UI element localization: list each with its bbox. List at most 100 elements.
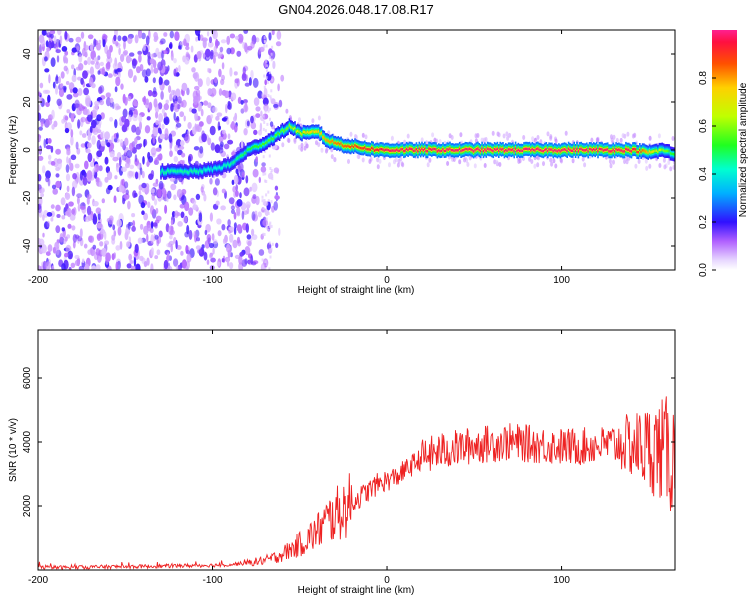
ridge-cell xyxy=(618,148,620,151)
noise-speck xyxy=(178,145,185,150)
noise-speck xyxy=(136,66,141,74)
ridge-cell xyxy=(627,148,630,151)
noise-speck xyxy=(179,111,185,118)
noise-speck xyxy=(138,190,142,196)
noise-speck xyxy=(251,182,258,193)
noise-speck xyxy=(497,132,501,138)
noise-speck xyxy=(260,166,267,173)
noise-speck xyxy=(255,37,260,43)
noise-speck xyxy=(505,131,509,137)
noise-speck xyxy=(368,159,372,164)
noise-speck xyxy=(70,129,74,138)
noise-speck xyxy=(221,117,228,122)
ridge-cell xyxy=(623,150,626,153)
noise-speck xyxy=(264,109,267,113)
noise-speck xyxy=(99,99,105,106)
noise-speck xyxy=(112,62,119,70)
ridge-cell xyxy=(584,149,587,152)
ridge-cell xyxy=(217,166,219,169)
ridge-cell xyxy=(262,142,264,146)
noise-speck xyxy=(55,74,59,82)
ridge-cell xyxy=(267,139,270,142)
ridge-cell xyxy=(606,148,609,151)
noise-speck xyxy=(74,163,80,169)
noise-speck xyxy=(60,83,64,89)
noise-speck xyxy=(235,168,239,174)
ridge-cell xyxy=(200,170,203,173)
ridge-cell xyxy=(239,154,242,157)
noise-speck xyxy=(51,184,57,190)
noise-speck xyxy=(270,52,273,56)
noise-speck xyxy=(173,111,176,121)
ridge-cell xyxy=(291,126,293,129)
ridge-cell xyxy=(192,170,194,174)
noise-speck xyxy=(173,258,179,267)
noise-speck xyxy=(155,111,159,119)
noise-speck xyxy=(87,134,92,141)
noise-speck xyxy=(177,264,182,270)
noise-speck xyxy=(56,214,61,218)
noise-speck xyxy=(129,142,134,152)
noise-speck xyxy=(66,207,72,218)
noise-speck xyxy=(264,79,268,86)
ridge-cell xyxy=(163,171,165,174)
ridge-cell xyxy=(532,148,535,152)
noise-speck xyxy=(134,243,139,254)
noise-speck xyxy=(95,248,101,256)
noise-speck xyxy=(145,68,151,77)
ridge-cell xyxy=(539,149,542,152)
noise-speck xyxy=(87,56,92,66)
ridge-cell xyxy=(210,167,212,170)
noise-speck xyxy=(549,135,553,141)
noise-speck xyxy=(177,149,183,156)
noise-speck xyxy=(141,170,145,179)
noise-speck xyxy=(177,221,183,227)
noise-speck xyxy=(150,221,154,229)
ridge-cell xyxy=(468,147,471,150)
noise-speck xyxy=(210,114,214,119)
ridge-cell xyxy=(630,150,633,153)
noise-speck xyxy=(74,234,80,239)
noise-speck xyxy=(203,251,208,261)
noise-speck xyxy=(498,162,502,167)
ridge-cell xyxy=(472,150,475,153)
noise-speck xyxy=(164,204,168,214)
snr-panel: -200 -100 0 100 2000 4000 6000 Height of stra… xyxy=(8,329,676,596)
noise-speck xyxy=(172,89,176,100)
ridge-cell xyxy=(447,148,450,151)
ridge-cell xyxy=(460,149,462,153)
noise-speck xyxy=(129,107,135,112)
ridge-cell xyxy=(223,164,225,167)
noise-speck xyxy=(134,171,139,180)
noise-speck xyxy=(131,225,136,232)
noise-speck xyxy=(280,74,285,82)
ridge-cell xyxy=(396,148,398,151)
noise-speck xyxy=(159,133,165,140)
ridge-cell xyxy=(269,139,271,142)
noise-speck xyxy=(238,255,243,265)
ridge-cell xyxy=(637,151,640,154)
noise-speck xyxy=(252,77,259,88)
noise-speck xyxy=(203,193,207,202)
noise-speck xyxy=(89,125,93,134)
noise-speck xyxy=(268,241,271,245)
ridge-cell xyxy=(574,149,577,153)
noise-speck xyxy=(270,97,273,101)
noise-speck xyxy=(315,140,318,146)
noise-speck xyxy=(71,47,78,53)
noise-speck xyxy=(64,192,71,200)
noise-speck xyxy=(156,249,161,256)
ridge-cell xyxy=(259,144,261,147)
noise-speck xyxy=(376,164,380,170)
noise-speck xyxy=(71,225,76,231)
noise-speck xyxy=(100,131,104,139)
noise-speck xyxy=(181,259,187,269)
noise-speck xyxy=(47,138,52,144)
noise-speck xyxy=(68,157,72,166)
spectrogram-x-label: Height of straight line (km) xyxy=(298,285,415,296)
noise-speck xyxy=(55,49,61,54)
noise-speck xyxy=(76,196,80,205)
ridge-cell xyxy=(207,167,210,170)
noise-speck xyxy=(238,162,244,172)
ridge-cell xyxy=(308,131,310,134)
